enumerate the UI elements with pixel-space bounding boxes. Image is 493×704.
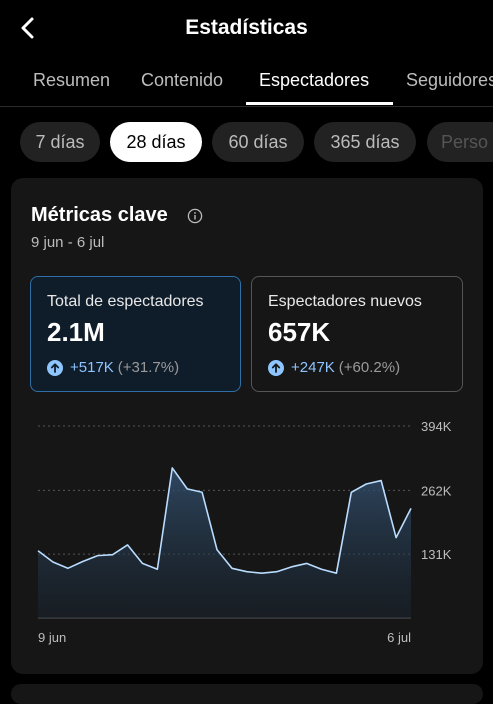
y-tick-label: 131K bbox=[421, 547, 452, 562]
period-365-dias[interactable]: 365 días bbox=[314, 122, 416, 162]
viewers-chart: 394K 262K 131K 9 jun 6 jul bbox=[37, 419, 452, 645]
metric-new-viewers[interactable]: Espectadores nuevos 657K +247K (+60.2%) bbox=[251, 276, 463, 392]
x-tick-label: 9 jun bbox=[38, 630, 66, 645]
period-selector: 7 días 28 días 60 días 365 días Perso bbox=[0, 118, 493, 164]
series-area bbox=[38, 467, 411, 618]
series-line bbox=[37, 467, 412, 574]
change-percent: (+60.2%) bbox=[338, 359, 401, 376]
tab-resumen[interactable]: Resumen bbox=[33, 70, 111, 90]
tab-contenido[interactable]: Contenido bbox=[141, 70, 224, 90]
metric-change: +517K (+31.7%) bbox=[47, 359, 179, 376]
period-28-dias[interactable]: 28 días bbox=[110, 122, 202, 162]
active-tab-indicator bbox=[246, 102, 393, 105]
metric-label: Total de espectadores bbox=[47, 293, 204, 310]
metric-change: +247K (+60.2%) bbox=[268, 359, 400, 376]
y-tick-label: 262K bbox=[421, 483, 452, 498]
top-bar: Estadísticas bbox=[0, 0, 493, 58]
tab-seguidores[interactable]: Seguidores bbox=[406, 70, 493, 90]
metric-value: 2.1M bbox=[47, 317, 105, 347]
info-icon[interactable] bbox=[187, 208, 203, 224]
metric-label: Espectadores nuevos bbox=[268, 293, 422, 310]
key-metrics-card: Métricas clave 9 jun - 6 jul Total de es… bbox=[11, 178, 483, 674]
change-percent: (+31.7%) bbox=[117, 359, 180, 376]
metric-value: 657K bbox=[268, 317, 331, 347]
period-60-dias[interactable]: 60 días bbox=[212, 122, 304, 162]
tab-espectadores[interactable]: Espectadores bbox=[259, 70, 370, 90]
y-tick-label: 394K bbox=[421, 419, 452, 434]
card-title: Métricas clave bbox=[31, 204, 168, 226]
period-7-dias[interactable]: 7 días bbox=[20, 122, 100, 162]
period-personalizado[interactable]: Perso bbox=[427, 122, 493, 162]
back-arrow-icon[interactable] bbox=[14, 14, 42, 42]
change-amount: +517K bbox=[70, 359, 114, 376]
next-card bbox=[11, 684, 483, 704]
metric-total-viewers[interactable]: Total de espectadores 2.1M +517K (+31.7%… bbox=[30, 276, 241, 392]
tab-bar: Resumen Contenido Espectadores Seguidore… bbox=[0, 62, 493, 107]
page-title: Estadísticas bbox=[185, 16, 308, 39]
arrow-up-icon bbox=[47, 359, 63, 376]
change-amount: +247K bbox=[291, 359, 335, 376]
date-range: 9 jun - 6 jul bbox=[31, 234, 105, 251]
x-tick-label: 6 jul bbox=[387, 630, 411, 645]
arrow-up-icon bbox=[268, 359, 284, 376]
